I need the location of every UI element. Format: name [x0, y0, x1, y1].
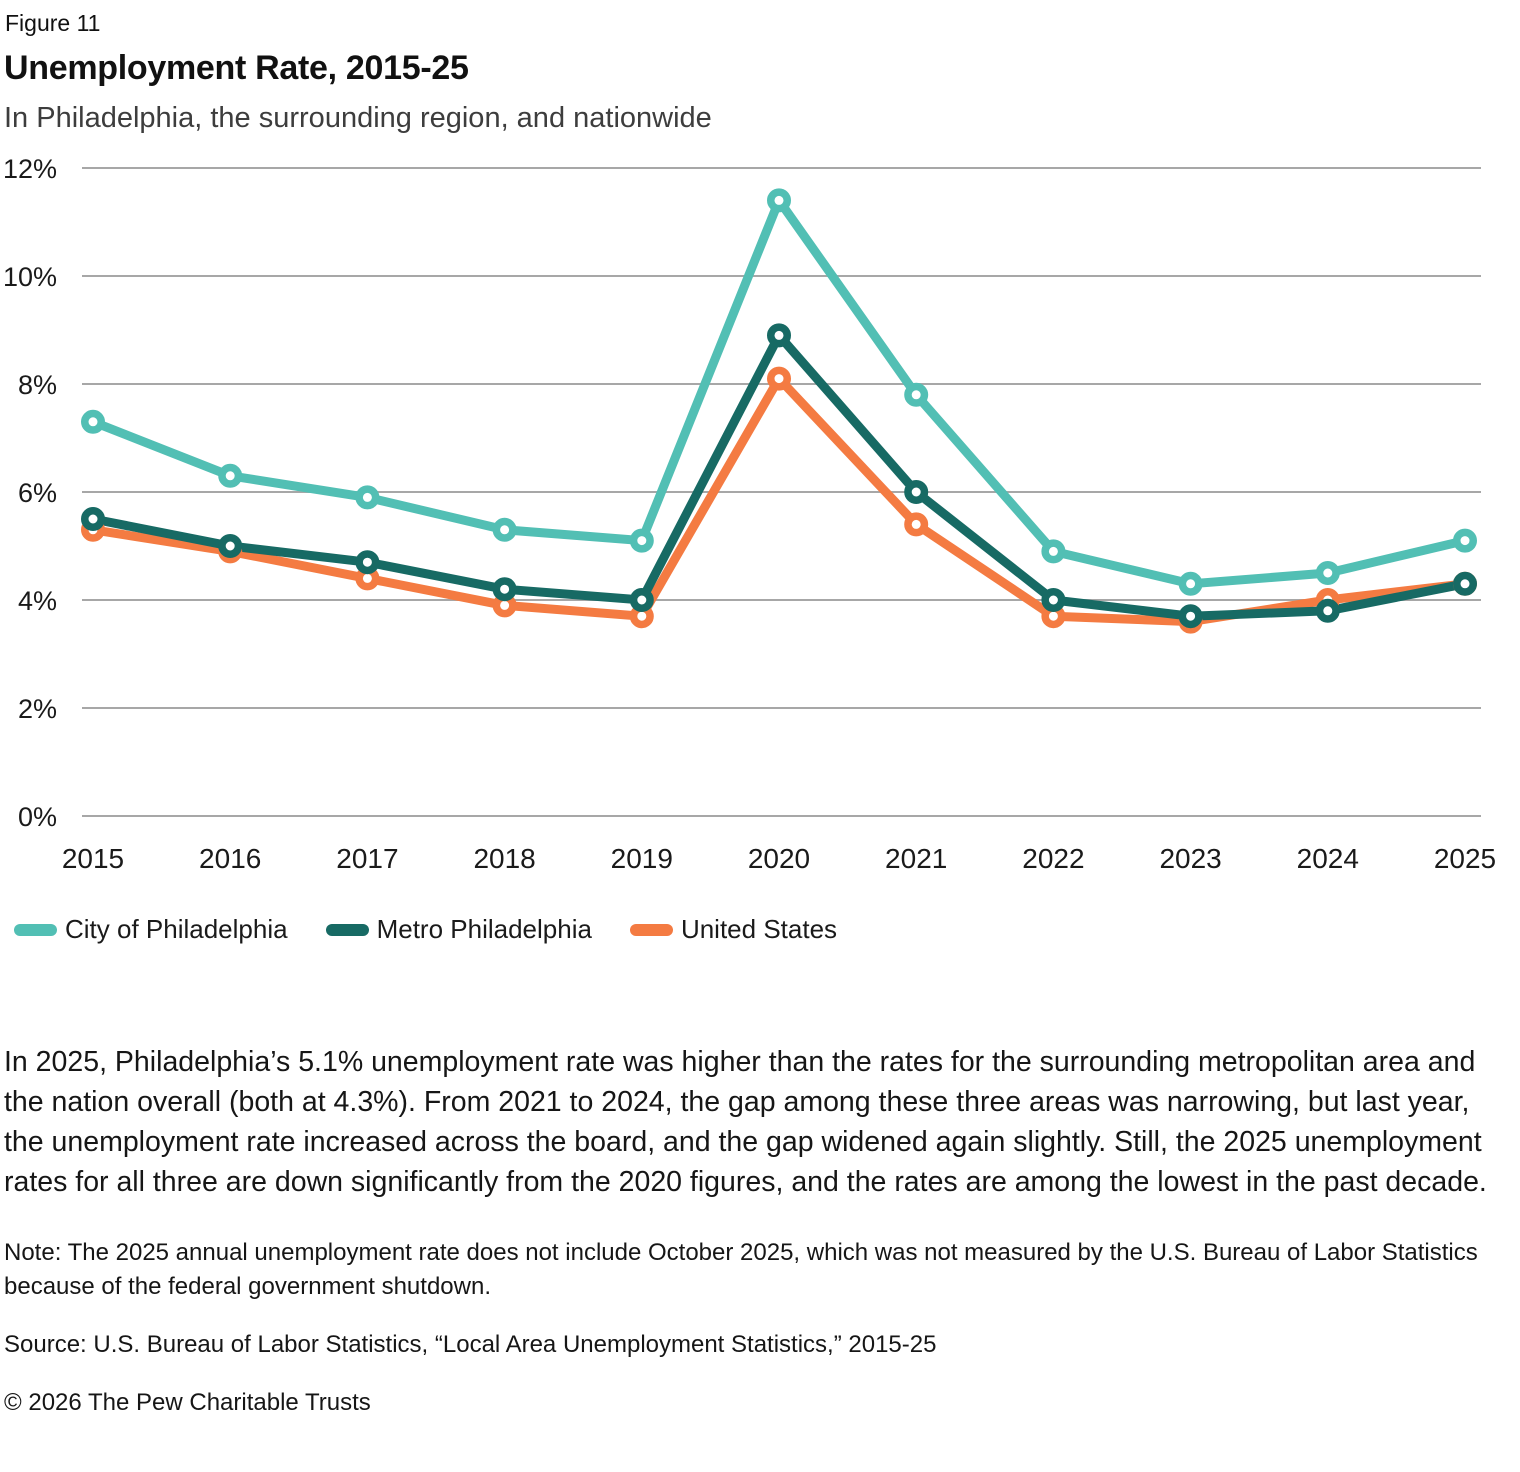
data-point-city-of-philadelphia-2021 [904, 382, 929, 407]
data-point-city-of-philadelphia-2015 [81, 409, 105, 434]
chart-title: Unemployment Rate, 2015-25 [4, 49, 469, 87]
x-axis-tick-label-2023: 2023 [1159, 843, 1221, 874]
x-axis-tick-label-2022: 2022 [1022, 843, 1084, 874]
data-point-metro-philadelphia-2022 [1041, 588, 1066, 612]
data-point-city-of-philadelphia-2023 [1178, 571, 1203, 596]
chart-subtitle: In Philadelphia, the surrounding region,… [4, 102, 712, 134]
data-point-metro-philadelphia-2018 [492, 577, 517, 602]
data-point-metro-philadelphia-2021 [904, 480, 929, 504]
data-point-city-of-philadelphia-2017 [355, 485, 380, 510]
legend-item-city-of-philadelphia: City of Philadelphia [14, 914, 288, 945]
x-axis-tick-label-2017: 2017 [336, 843, 398, 874]
x-axis-tick-label-2025: 2025 [1434, 843, 1496, 874]
legend-swatch-metro-philadelphia [325, 923, 369, 936]
x-axis-tick-label-2019: 2019 [611, 843, 673, 874]
y-axis-tick-label: 2% [18, 694, 57, 724]
data-point-metro-philadelphia-2015 [81, 507, 105, 531]
y-axis-tick-label: 6% [18, 478, 57, 508]
data-point-city-of-philadelphia-2016 [218, 463, 243, 488]
data-point-united-states-2021 [904, 512, 929, 537]
x-axis-tick-label-2021: 2021 [885, 843, 947, 874]
x-axis-tick-label-2016: 2016 [199, 843, 261, 874]
legend-label: Metro Philadelphia [376, 914, 592, 944]
data-point-city-of-philadelphia-2018 [492, 517, 517, 542]
y-axis-tick-label: 0% [18, 802, 57, 832]
legend-swatch-city-of-philadelphia [14, 923, 57, 936]
y-axis-tick-label: 10% [3, 262, 57, 292]
data-point-city-of-philadelphia-2025 [1453, 528, 1477, 553]
summary-paragraph: In 2025, Philadelphia’s 5.1% unemploymen… [4, 1046, 1487, 1198]
figure-label: Figure 11 [5, 10, 101, 36]
note-text: Note: The 2025 annual unemployment rate … [4, 1239, 1478, 1300]
data-point-metro-philadelphia-2017 [355, 550, 380, 575]
x-axis-tick-label-2020: 2020 [748, 843, 810, 874]
legend-item-metro-philadelphia: Metro Philadelphia [325, 914, 592, 945]
legend-label: City of Philadelphia [65, 914, 288, 944]
unemployment-line-chart: 0% 2% 4% 6% 8% 10% 12% 2015 2016 2017 2018 2019 2020… [3, 154, 1496, 874]
data-point-city-of-philadelphia-2019 [629, 528, 654, 553]
source-text: Source: U.S. Bureau of Labor Statistics,… [4, 1331, 937, 1358]
series-line-city-of-philadelphia [88, 195, 1470, 589]
x-axis-tick-label-2024: 2024 [1297, 843, 1359, 874]
x-axis-tick-label-2018: 2018 [473, 843, 535, 874]
data-point-metro-philadelphia-2024 [1315, 598, 1340, 623]
data-point-city-of-philadelphia-2024 [1315, 561, 1340, 585]
copyright-text: © 2026 The Pew Charitable Trusts [4, 1389, 371, 1416]
data-point-united-states-2020 [767, 366, 791, 391]
data-point-city-of-philadelphia-2022 [1041, 539, 1066, 564]
data-point-metro-philadelphia-2020 [767, 323, 791, 348]
data-point-city-of-philadelphia-2020 [767, 188, 791, 213]
series-line-united-states [88, 374, 1470, 627]
chart-legend: City of Philadelphia Metro Philadelphia … [14, 914, 1520, 945]
y-axis-tick-label: 4% [18, 586, 57, 616]
legend-swatch-united-states [629, 923, 673, 936]
legend-item-united-states: United States [629, 914, 838, 945]
data-point-metro-philadelphia-2023 [1178, 604, 1203, 629]
y-axis-tick-label: 12% [3, 154, 57, 184]
legend-label: United States [680, 914, 838, 944]
data-point-metro-philadelphia-2019 [629, 588, 654, 612]
x-axis-tick-label-2015: 2015 [62, 843, 124, 874]
data-point-metro-philadelphia-2025 [1453, 571, 1477, 596]
data-point-metro-philadelphia-2016 [218, 534, 243, 558]
y-axis-tick-label: 8% [18, 370, 57, 400]
